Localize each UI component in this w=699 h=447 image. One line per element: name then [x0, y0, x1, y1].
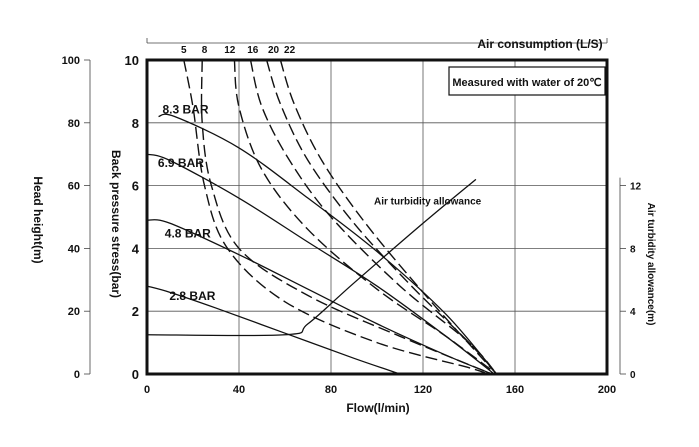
x-tick-label: 40	[233, 384, 245, 396]
head-tick-label: 60	[68, 181, 80, 193]
series-22	[279, 59, 498, 375]
plot-frame	[145, 58, 609, 376]
pressure-tick-label: 6	[132, 179, 139, 194]
series-8-3-bar	[158, 113, 498, 375]
turbidity-axis-title: Air turbidity allowance(m)	[645, 203, 656, 326]
x-tick-label: 200	[598, 384, 616, 396]
series-12	[233, 59, 498, 375]
curve-label: 8.3 BAR	[163, 102, 209, 116]
series-5	[183, 59, 488, 375]
series-8	[200, 59, 493, 375]
pressure-tick-label: 10	[125, 53, 139, 68]
series-16	[249, 59, 498, 375]
labels: 8.3 BAR 6.9 BAR 4.8 BAR 2.8 BAR Air turbidit…	[158, 102, 482, 303]
head-tick-label: 20	[68, 306, 80, 318]
head-axis-title: Head height(m)	[31, 176, 45, 263]
pressure-tick-label: 8	[132, 116, 139, 131]
turbidity-tick-label: 12	[630, 182, 642, 193]
note-text: Measured with water of 20℃	[452, 77, 601, 89]
x-tick-label: 120	[414, 384, 432, 396]
turbidity-tick-label: 0	[630, 370, 636, 381]
series-2-8-bar	[146, 285, 401, 375]
turbidity-tick-label: 4	[630, 307, 636, 318]
pressure-tick-label: 4	[132, 241, 140, 256]
x-axis-title: Flow(l/min)	[346, 401, 409, 415]
head-tick-label: 80	[68, 118, 80, 130]
curve-label: 4.8 BAR	[165, 226, 211, 240]
x-tick-label: 160	[506, 384, 524, 396]
annotation-air-turbidity: Air turbidity allowance	[374, 196, 482, 207]
air-consumption-tick-label: 8	[202, 45, 208, 56]
pressure-axis-title: Back pressure stress(bar)	[109, 150, 123, 298]
head-tick-label: 40	[68, 243, 80, 255]
series-20	[265, 59, 498, 375]
air-consumption-tick-label: 5	[181, 45, 187, 56]
head-tick-label: 0	[74, 369, 80, 381]
top-axis-title: Air consumption (L/S)	[477, 37, 602, 51]
series-6-9-bar	[146, 153, 495, 375]
air-consumption-tick-label: 12	[224, 45, 236, 56]
air-consumption-tick-label: 22	[284, 45, 296, 56]
note-box	[448, 66, 606, 96]
air-consumption-tick-label: 20	[268, 45, 280, 56]
air-consumption-tick-label: 16	[247, 45, 259, 56]
series-air-turbidity-allowance	[146, 178, 477, 337]
head-tick-label: 100	[62, 55, 80, 67]
x-tick-label: 80	[325, 384, 337, 396]
curve-label: 2.8 BAR	[169, 289, 215, 303]
turbidity-tick-label: 8	[630, 244, 636, 255]
x-tick-label: 0	[144, 384, 150, 396]
pressure-tick-label: 0	[132, 367, 139, 382]
curves	[146, 59, 498, 375]
grid	[146, 59, 608, 375]
pressure-tick-label: 2	[132, 304, 139, 319]
curve-label: 6.9 BAR	[158, 156, 204, 170]
